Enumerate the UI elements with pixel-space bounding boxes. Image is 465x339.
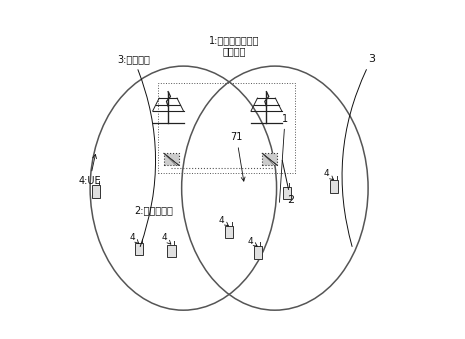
Bar — [330, 180, 338, 193]
Text: 3:無線セル: 3:無線セル — [117, 54, 156, 246]
Text: 4:UE: 4:UE — [78, 155, 101, 186]
Bar — [262, 153, 278, 165]
Bar — [283, 187, 291, 199]
Text: 4: 4 — [162, 234, 171, 244]
Text: 4: 4 — [130, 233, 139, 243]
Text: 2: 2 — [282, 160, 294, 205]
Text: 4: 4 — [219, 216, 228, 226]
Text: 3: 3 — [342, 54, 375, 246]
Text: 4: 4 — [248, 237, 257, 246]
Text: 4: 4 — [324, 170, 333, 180]
Bar — [167, 245, 176, 257]
Text: 71: 71 — [230, 132, 245, 181]
Text: 1:無線パラメータ
制御装置: 1:無線パラメータ 制御装置 — [209, 35, 259, 57]
Bar — [254, 246, 262, 259]
Bar — [225, 226, 233, 238]
Bar — [92, 185, 100, 198]
Bar — [158, 83, 295, 173]
Bar — [135, 243, 143, 255]
Text: 2:無線基地局: 2:無線基地局 — [134, 205, 173, 215]
Text: 1: 1 — [279, 114, 288, 202]
Bar — [164, 153, 179, 165]
